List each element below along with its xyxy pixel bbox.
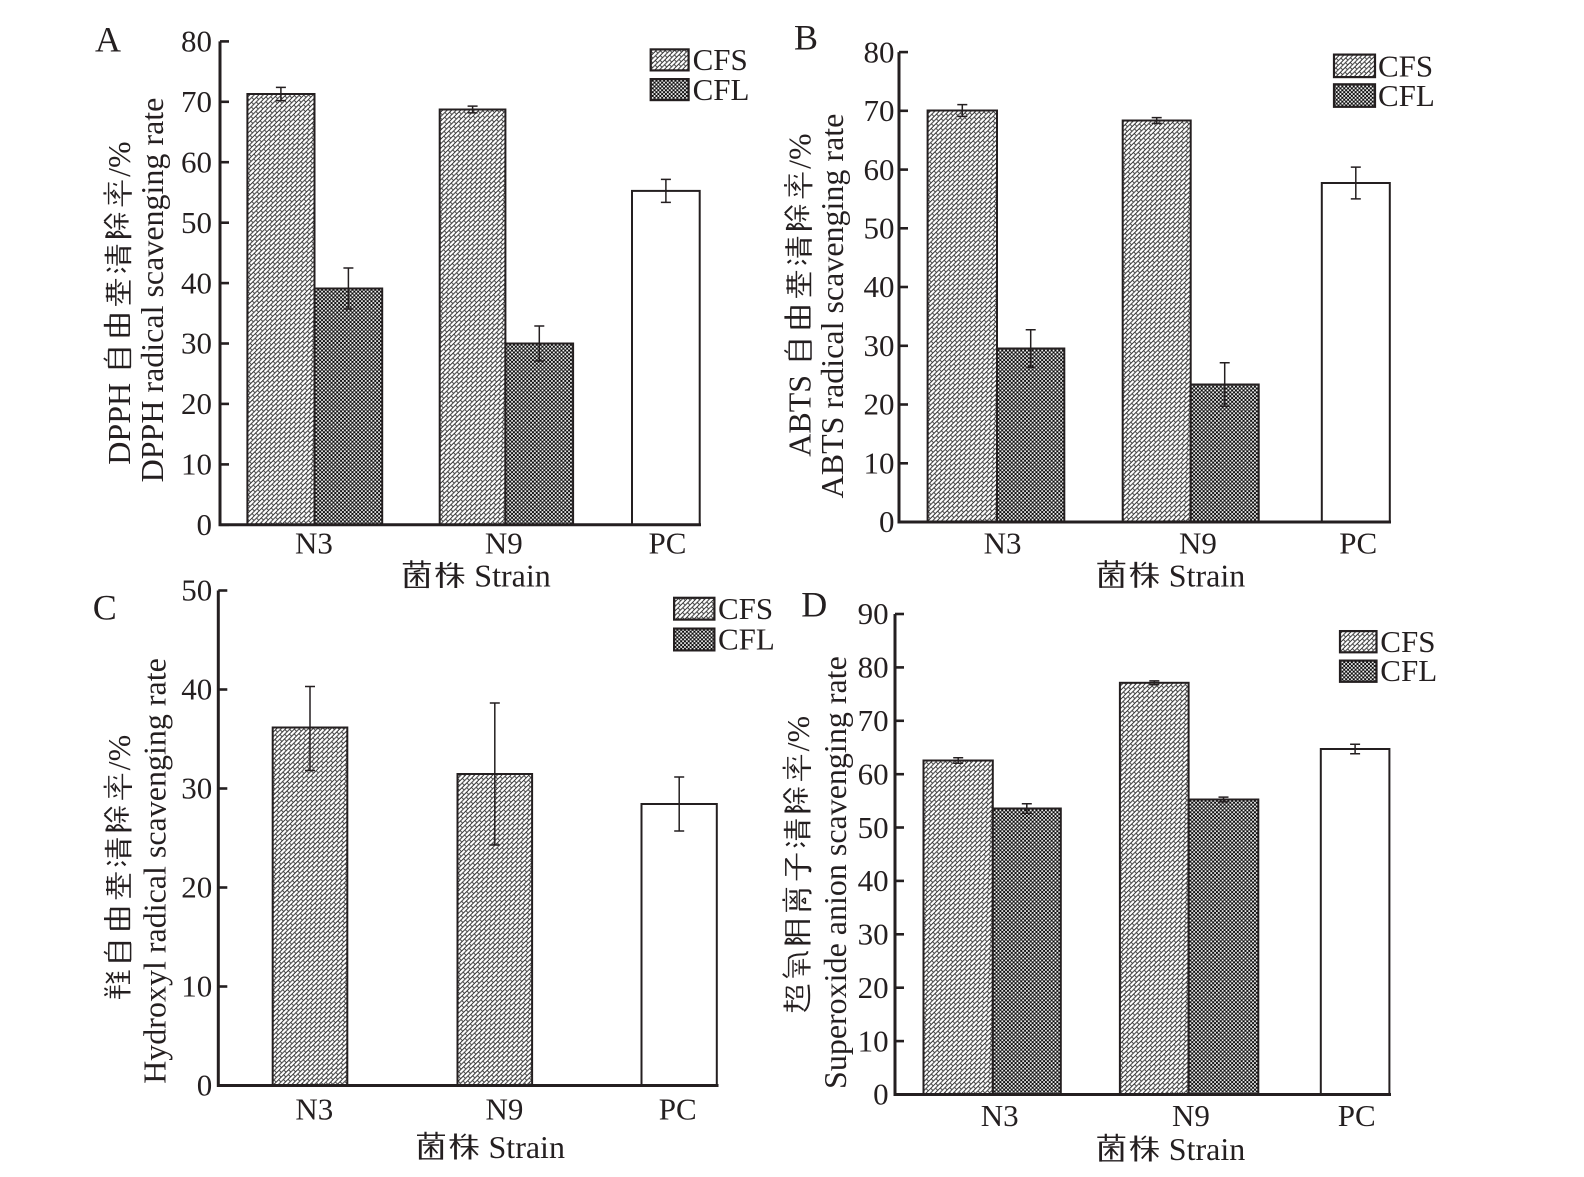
svg-text:ABTS: ABTS [781,375,817,457]
svg-text:PC: PC [1339,526,1377,561]
svg-text:30: 30 [181,326,212,361]
svg-text:/%: /% [101,735,137,771]
svg-text:20: 20 [864,387,895,422]
svg-text:40: 40 [864,269,895,304]
svg-text:10: 10 [181,969,212,1004]
svg-text:A: A [95,20,121,60]
svg-text:10: 10 [858,1023,889,1058]
svg-text:40: 40 [181,265,212,300]
svg-text:70: 70 [864,93,895,128]
svg-text:90: 90 [858,596,889,631]
svg-text:30: 30 [864,328,895,363]
svg-text:D: D [801,585,827,625]
svg-text:/%: /% [780,716,816,752]
svg-text:/%: /% [781,133,817,169]
svg-text:50: 50 [181,573,212,608]
svg-text:60: 60 [181,144,212,179]
svg-text:20: 20 [181,870,212,905]
svg-text:N9: N9 [485,526,523,561]
svg-text:N3: N3 [981,1098,1019,1133]
svg-text:CFS: CFS [693,42,748,77]
svg-text:50: 50 [181,205,212,240]
svg-text:0: 0 [197,1068,213,1103]
svg-text:PC: PC [1338,1098,1376,1133]
svg-text:CFL: CFL [718,622,775,657]
svg-text:40: 40 [858,863,889,898]
svg-text:Strain: Strain [1169,1131,1245,1167]
svg-text:0: 0 [197,507,213,542]
svg-text:Strain: Strain [489,1129,565,1165]
svg-text:Strain: Strain [474,558,550,594]
svg-text:N3: N3 [984,526,1022,561]
svg-text:80: 80 [864,34,895,69]
svg-text:10: 10 [181,447,212,482]
svg-text:N3: N3 [295,526,333,561]
svg-text:N3: N3 [295,1092,333,1127]
svg-text:Strain: Strain [1169,557,1245,593]
svg-text:DPPH radical scavenging rate: DPPH radical scavenging rate [134,98,170,483]
svg-text:70: 70 [181,84,212,119]
svg-text:C: C [93,588,117,628]
svg-text:N9: N9 [1172,1098,1210,1133]
svg-text:60: 60 [864,152,895,187]
svg-text:80: 80 [858,650,889,685]
svg-text:CFS: CFS [1378,49,1433,84]
svg-text:B: B [794,18,818,58]
svg-text:0: 0 [879,504,895,539]
svg-text:Hydroxyl radical scavenging ra: Hydroxyl radical scavenging rate [137,658,173,1084]
svg-text:CFL: CFL [1378,78,1435,113]
svg-text:50: 50 [858,810,889,845]
svg-text:20: 20 [181,386,212,421]
svg-text:CFS: CFS [1380,624,1435,659]
svg-text:N9: N9 [485,1092,523,1127]
svg-text:20: 20 [858,970,889,1005]
svg-text:60: 60 [858,756,889,791]
svg-text:40: 40 [181,672,212,707]
svg-text:30: 30 [858,917,889,952]
svg-text:CFS: CFS [718,591,773,626]
svg-text:50: 50 [864,211,895,246]
svg-text:CFL: CFL [693,72,750,107]
svg-text:ABTS radical scavenging rate: ABTS radical scavenging rate [814,114,850,499]
svg-text:10: 10 [864,446,895,481]
svg-text:N9: N9 [1179,526,1217,561]
svg-text:30: 30 [181,771,212,806]
svg-text:PC: PC [649,526,687,561]
svg-text:0: 0 [873,1077,889,1112]
svg-text:Superoxide anion scavenging ra: Superoxide anion scavenging rate [817,656,853,1089]
svg-text:DPPH: DPPH [101,383,137,465]
svg-text:/%: /% [101,141,137,177]
svg-text:70: 70 [858,703,889,738]
svg-text:PC: PC [659,1092,697,1127]
svg-text:80: 80 [181,24,212,59]
svg-text:CFL: CFL [1380,653,1437,688]
